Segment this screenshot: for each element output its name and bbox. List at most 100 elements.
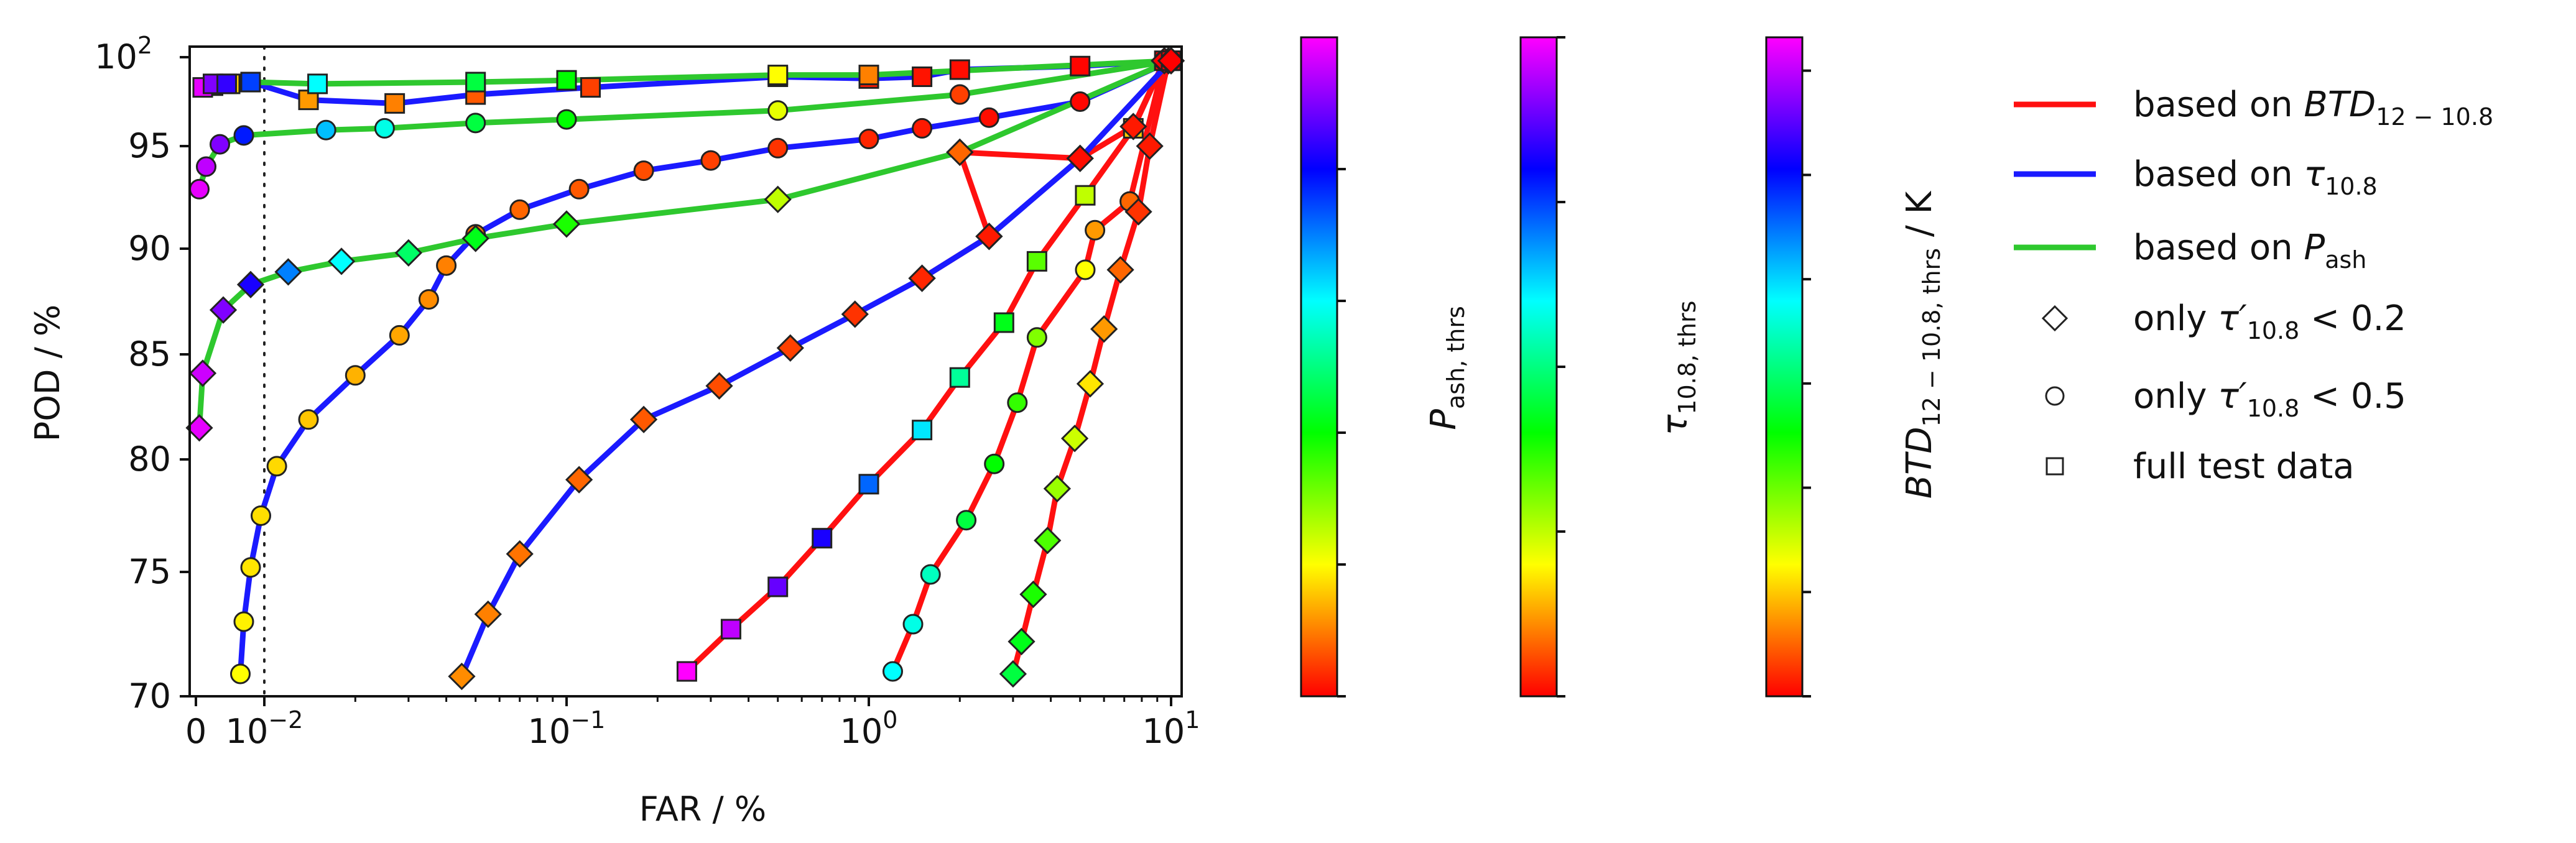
data-point-2-10: [1136, 132, 1164, 160]
y-tick-base-6: 10: [95, 37, 137, 76]
series-line-9: [197, 58, 1172, 428]
series-line-6: [459, 58, 1174, 678]
data-point-4-11: [1070, 55, 1091, 76]
legend-entry-4: only τ′10.8 < 0.5: [2045, 376, 2406, 422]
y-tick-label-1: 75: [128, 552, 171, 591]
data-point-5-6: [345, 365, 366, 386]
data-point-0-5: [912, 420, 933, 441]
legend-math-1: τ: [2304, 154, 2325, 195]
data-point-7-8: [858, 65, 879, 86]
data-point-2-7: [1090, 315, 1118, 343]
data-point-9-8: [552, 210, 581, 238]
data-point-8-6: [465, 113, 486, 134]
data-point-6-0: [448, 662, 476, 691]
data-point-5-3: [251, 505, 271, 526]
data-point-9-11: [1157, 47, 1185, 75]
colorbar-0-label-sub: ash, thrs: [1442, 306, 1470, 409]
data-point-0-7: [993, 312, 1014, 333]
legend-label-4: only τ′10.8 < 0.5: [2133, 376, 2406, 422]
data-point-8-1: [196, 156, 216, 177]
data-point-1-5: [1007, 392, 1028, 413]
data-point-1-0: [882, 661, 903, 682]
data-point-5-4: [266, 456, 287, 477]
data-point-6-6: [776, 334, 804, 362]
colorbars: Pash, thrs τ10.8, thrs BTD12 − 10.8, thrs …: [1300, 36, 1945, 698]
data-point-6-1: [474, 600, 502, 629]
legend-text-5: full test data: [2133, 446, 2355, 487]
series-markers: [185, 47, 1185, 691]
x-tick-base-3: 10: [840, 712, 883, 751]
data-point-8-5: [374, 117, 395, 139]
data-point-1-8: [1085, 219, 1106, 241]
colorbar-0-label: Pash, thrs: [1424, 306, 1470, 430]
colorbar-2-label: BTD12 − 10.8, thrs / K: [1899, 190, 1945, 499]
y-tick-base-1: 75: [128, 552, 171, 591]
series-lines: [197, 58, 1174, 678]
data-point-8-8: [767, 100, 789, 121]
data-point-4-6: [580, 77, 601, 98]
data-point-9-6: [394, 239, 423, 267]
legend-entry-1: based on τ10.8: [2014, 154, 2378, 200]
x-axis: 0 10−2 10−1 100 101: [185, 696, 1200, 751]
x-tick-label-4: 101: [1142, 706, 1200, 751]
data-point-5-19: [1070, 91, 1091, 112]
data-point-8-4: [315, 119, 336, 140]
legend-marker-3: [2041, 305, 2069, 332]
plot-area: [185, 45, 1185, 698]
data-point-5-8: [418, 289, 439, 310]
data-point-8-3: [233, 125, 254, 146]
legend-label-3: only τ′10.8 < 0.2: [2133, 298, 2406, 344]
data-point-5-17: [912, 117, 933, 139]
colorbar-1: τ10.8, thrs: [1519, 36, 1701, 698]
data-point-1-7: [1075, 259, 1096, 280]
data-point-0-1: [720, 619, 741, 640]
plot-frame: [188, 45, 1183, 698]
legend-cond-3: < 0.2: [2299, 298, 2406, 339]
legend-text-2: based on: [2133, 228, 2304, 268]
data-point-2-5: [1060, 425, 1089, 453]
data-point-9-10: [946, 138, 974, 167]
legend-entry-0: based on BTD12 − 10.8: [2014, 85, 2493, 131]
data-point-5-12: [568, 178, 590, 200]
y-tick-label-5: 95: [128, 126, 171, 165]
y-tick-base-4: 90: [128, 229, 171, 268]
y-tick-label-4: 90: [128, 229, 171, 268]
data-point-9-9: [764, 185, 792, 213]
legend-math-4: τ′: [2218, 376, 2247, 417]
legend-text-3: only: [2133, 298, 2218, 339]
data-point-1-3: [956, 510, 977, 531]
data-point-9-4: [274, 258, 302, 286]
legend-label-5: full test data: [2133, 446, 2355, 487]
legend-entry-3: only τ′10.8 < 0.2: [2041, 298, 2406, 344]
data-point-2-2: [1019, 580, 1047, 609]
legend-sub-2: ash: [2325, 246, 2366, 274]
legend-sub-1: 10.8: [2325, 173, 2378, 200]
data-point-1-4: [984, 453, 1005, 474]
y-axis-label: POD / %: [28, 305, 67, 441]
data-point-5-14: [700, 150, 721, 171]
data-point-0-2: [767, 576, 789, 597]
data-point-9-3: [236, 270, 265, 298]
x-tick-sup-4: 1: [1185, 706, 1200, 734]
legend-entry-5: full test data: [2046, 446, 2355, 487]
colorbar-1-label-sub: 10.8, thrs: [1674, 301, 1701, 415]
data-point-5-9: [436, 255, 457, 276]
data-point-1-6: [1026, 327, 1047, 348]
x-axis-label: FAR / %: [639, 790, 766, 829]
data-point-6-8: [908, 264, 936, 292]
legend-sub-3: 10.8: [2247, 317, 2300, 344]
data-point-6-9: [975, 223, 1003, 251]
data-point-2-8: [1106, 256, 1134, 284]
data-point-0-6: [949, 367, 970, 388]
y-tick-label-6: 102: [95, 32, 152, 76]
x-tick-label-1: 10−2: [226, 706, 303, 751]
x-tick-base-1: 10: [226, 712, 269, 751]
colorbar-2-bar: [1765, 36, 1804, 698]
legend-text-0: based on: [2133, 85, 2304, 125]
data-point-9-1: [188, 359, 217, 387]
data-point-6-2: [506, 540, 534, 568]
x-tick-base-4: 10: [1142, 712, 1185, 751]
data-point-8-2: [210, 134, 230, 155]
y-tick-label-3: 85: [128, 334, 171, 374]
